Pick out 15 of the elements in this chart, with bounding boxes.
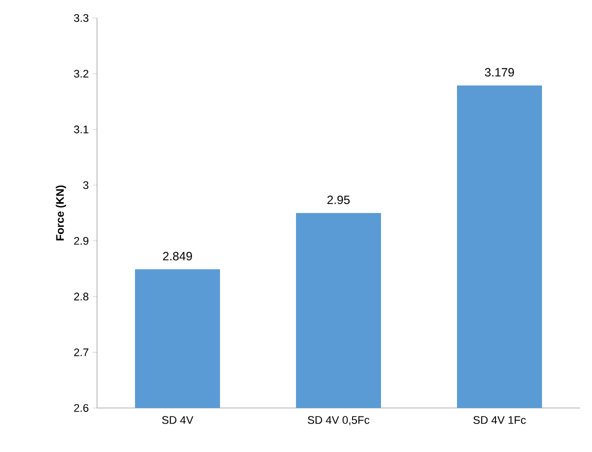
data-label: 2.849 [163, 252, 192, 260]
y-axis-title: Force (KN) [56, 185, 66, 240]
y-tick-label: 2.8 [74, 292, 88, 300]
y-tick-label: 3.1 [74, 126, 88, 134]
y-tick-label: 3 [83, 181, 88, 190]
x-tick-label: SD 4V [162, 416, 194, 424]
y-tick-label: 3.2 [74, 70, 88, 78]
y-tick-label: 2.7 [74, 348, 88, 356]
y-tick-label: 3.3 [74, 14, 88, 22]
data-label: 2.95 [327, 196, 350, 204]
x-tick-label: SD 4V 1Fc [473, 416, 526, 424]
y-tick-label: 2.9 [74, 236, 88, 245]
data-label: 3.179 [484, 68, 514, 77]
y-tick-label: 2.6 [74, 404, 88, 412]
x-tick-label: SD 4V 0,5Fc [308, 416, 370, 426]
